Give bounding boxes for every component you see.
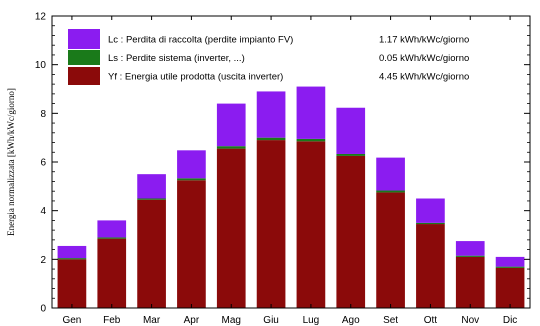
bar-lug-series-0 [296, 141, 326, 308]
y-tick-label: 0 [40, 304, 46, 315]
y-tick-label: 4 [40, 206, 46, 217]
bar-nov-series-1 [455, 255, 485, 257]
bar-feb-series-0 [97, 238, 127, 308]
x-tick-label-nov: Nov [461, 315, 479, 326]
x-tick-label-feb: Feb [103, 315, 121, 326]
bar-mar-series-1 [137, 198, 166, 200]
bar-feb-series-2 [97, 220, 127, 238]
bars-group [57, 86, 525, 308]
legend: Lc : Perdita di raccolta (perdite impian… [68, 29, 469, 85]
bar-ago-series-0 [336, 155, 366, 308]
axes-group: 0 2 4 6 8 10 12 Gen Feb Mar Apr Mag Giu Lug Ago Set Ott N… [6, 12, 531, 326]
y-tick-label: 12 [35, 12, 47, 23]
bar-dic-series-0 [495, 267, 525, 308]
bar-set-series-1 [376, 190, 405, 193]
bar-giu-series-0 [256, 140, 286, 308]
x-tick-label-dic: Dic [503, 315, 517, 326]
bar-nov-series-0 [455, 256, 485, 308]
bar-gen-series-0 [57, 259, 87, 308]
legend-swatch-1 [68, 50, 100, 65]
bar-dic-series-1 [495, 266, 525, 268]
bar-set-series-2 [376, 157, 405, 191]
x-tick-label-gen: Gen [62, 315, 81, 326]
x-tick-label-mar: Mar [143, 315, 161, 326]
legend-value-1: 0.05 kWh/kWc/giorno [379, 53, 469, 64]
x-tick-label-set: Set [383, 315, 398, 326]
x-tick-label-ago: Ago [342, 315, 360, 326]
legend-swatch-0 [68, 67, 100, 85]
bar-giu-series-2 [256, 91, 286, 138]
bar-gen-series-1 [57, 258, 87, 260]
x-tick-label-ott: Ott [424, 315, 438, 326]
bar-apr-series-0 [177, 180, 206, 308]
bar-mag-series-0 [216, 148, 246, 308]
bar-ott-series-2 [416, 198, 445, 223]
bar-mag-series-1 [216, 146, 246, 149]
bar-ott-series-1 [416, 222, 445, 225]
bar-ago-series-2 [336, 107, 366, 154]
bar-mag-series-2 [216, 103, 246, 147]
legend-label-0: Yf : Energia utile prodotta (uscita inve… [108, 72, 283, 83]
x-tick-label-lug: Lug [303, 315, 320, 326]
bar-ago-series-1 [336, 153, 366, 156]
y-axis-title: Energia normalizzata [kWh/kWc/giorno] [6, 88, 16, 236]
x-tick-label-giu: Giu [263, 315, 279, 326]
bar-apr-series-1 [177, 178, 206, 181]
bar-gen-series-2 [57, 245, 87, 259]
bar-giu-series-1 [256, 137, 286, 141]
bar-mar-series-0 [137, 199, 166, 308]
x-tick-label-apr: Apr [184, 315, 200, 326]
bar-mar-series-2 [137, 174, 166, 199]
y-tick-label: 10 [35, 60, 47, 71]
bar-lug-series-1 [296, 138, 326, 142]
y-tick-label: 6 [40, 158, 46, 169]
y-tick-label: 2 [40, 255, 46, 266]
x-tick-label-mag: Mag [222, 315, 241, 326]
legend-value-0: 4.45 kWh/kWc/giorno [379, 72, 469, 83]
bar-set-series-0 [376, 192, 405, 308]
bar-dic-series-2 [495, 256, 525, 267]
legend-value-2: 1.17 kWh/kWc/giorno [379, 35, 469, 46]
legend-label-1: Ls : Perdite sistema (inverter, ...) [108, 53, 245, 64]
y-tick-label: 8 [40, 109, 46, 120]
bar-nov-series-2 [455, 241, 485, 256]
bar-apr-series-2 [177, 150, 206, 179]
bar-lug-series-2 [296, 86, 326, 139]
legend-swatch-2 [68, 29, 100, 49]
legend-label-2: Lc : Perdita di raccolta (perdite impian… [108, 35, 293, 46]
bar-ott-series-0 [416, 224, 445, 308]
bar-feb-series-1 [97, 237, 127, 239]
